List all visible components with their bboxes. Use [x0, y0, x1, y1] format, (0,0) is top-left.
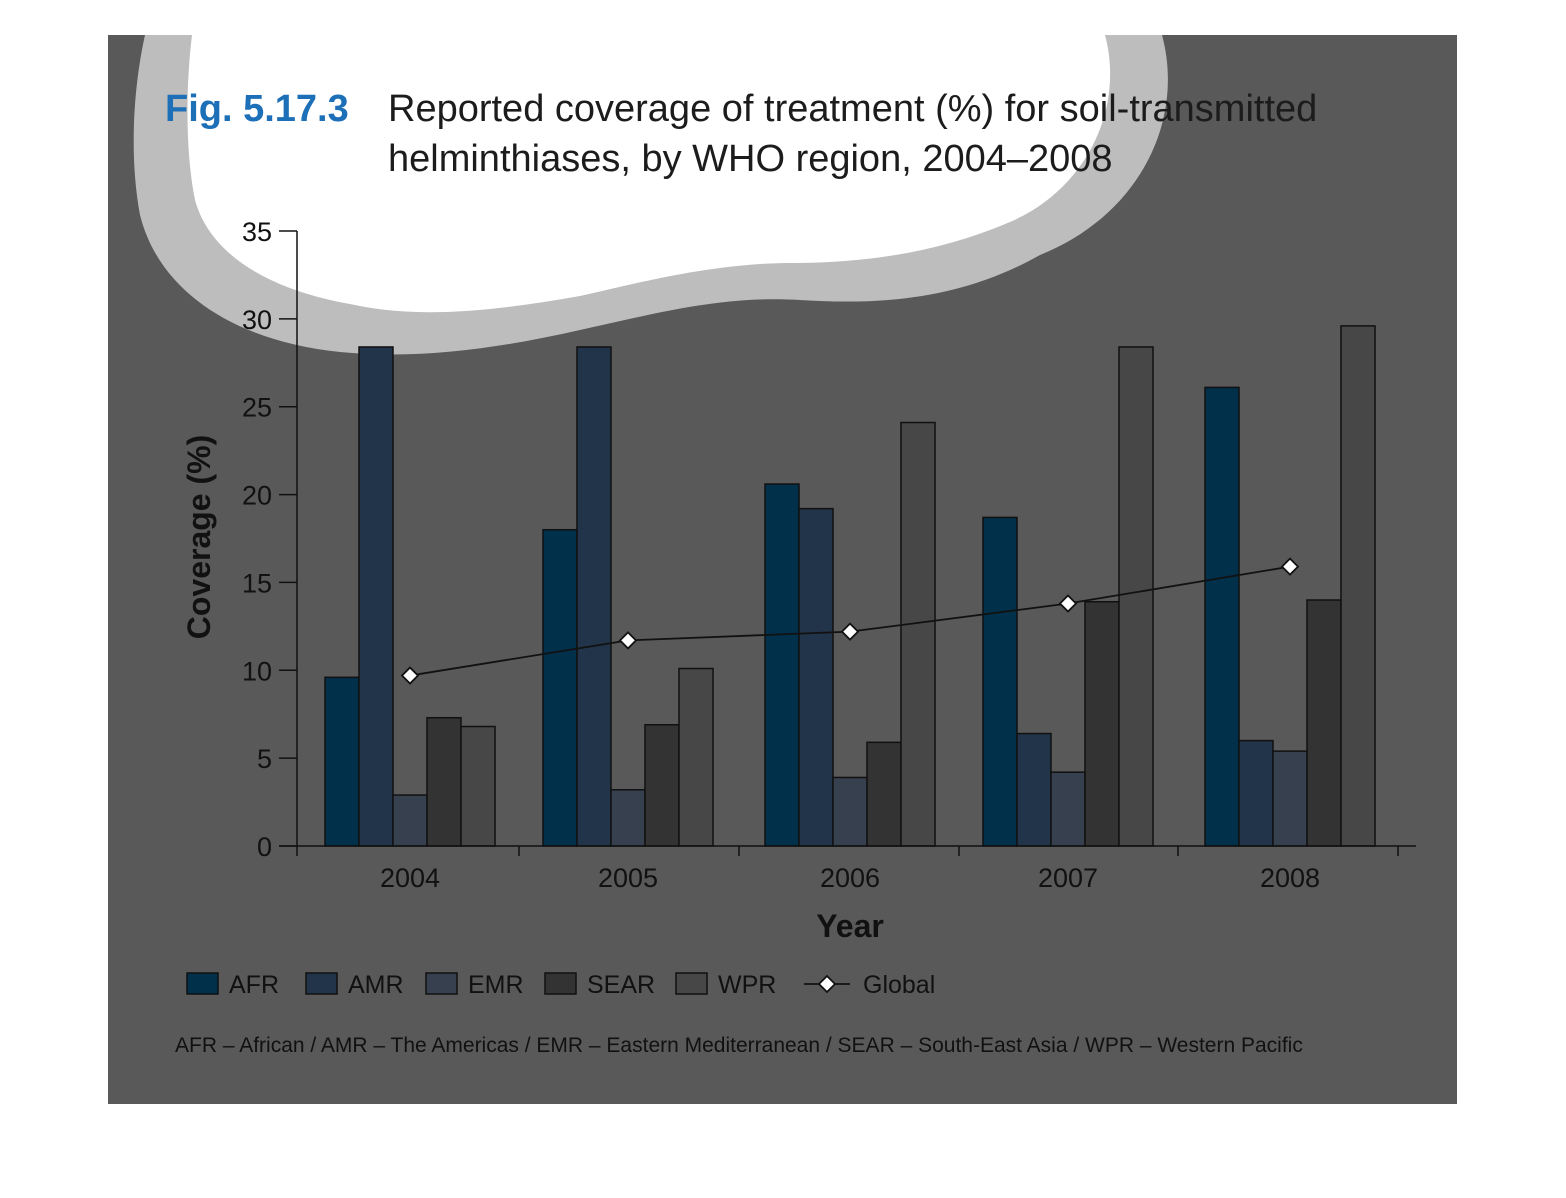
bar-amr-2004 — [358, 346, 394, 847]
x-tick-label: 2006 — [820, 863, 880, 893]
bar-emr-2004 — [392, 794, 428, 847]
legend-swatch-wpr — [675, 972, 708, 995]
bar-afr-2006 — [764, 483, 800, 847]
bar-sear-2004 — [426, 716, 462, 847]
bar-amr-2006 — [798, 507, 834, 847]
bar-amr-2008 — [1238, 739, 1274, 847]
bar-amr-2007 — [1016, 732, 1052, 847]
bar-sear-2005 — [644, 724, 680, 847]
bar-sear-2007 — [1084, 601, 1120, 847]
legend-label-amr: AMR — [348, 971, 404, 999]
bar-emr-2006 — [832, 776, 868, 847]
y-tick-label: 0 — [257, 832, 272, 862]
x-tick-label: 2004 — [380, 863, 440, 893]
x-tick-label: 2008 — [1260, 863, 1320, 893]
y-tick-label: 30 — [242, 305, 272, 335]
figure-number: Fig. 5.17.3 — [165, 88, 349, 130]
legend-swatch-sear — [544, 972, 577, 995]
bar-emr-2007 — [1050, 771, 1086, 847]
legend-label-sear: SEAR — [587, 971, 655, 999]
legend: AFR AMR EMR SEAR WPR Global — [186, 971, 935, 999]
marker-global-2007 — [1058, 594, 1078, 613]
footnote: AFR – African / AMR – The Americas / EMR… — [175, 1034, 1303, 1057]
marker-global-2005 — [618, 631, 638, 650]
legend-label-emr: EMR — [468, 971, 524, 999]
bar-wpr-2004 — [460, 725, 496, 847]
bar-amr-2005 — [576, 346, 612, 847]
cloud-overlay — [187, 35, 1111, 313]
x-tick-label: 2005 — [598, 863, 658, 893]
x-axis-title: Year — [816, 908, 884, 944]
marker-global-2004 — [400, 666, 420, 685]
legend-label-wpr: WPR — [718, 971, 776, 999]
legend-swatch-afr — [186, 972, 219, 995]
y-axis-title: Coverage (%) — [181, 435, 217, 640]
y-tick-label: 5 — [257, 744, 272, 774]
figure-title-line2: helminthiases, by WHO region, 2004–2008 — [388, 138, 1113, 180]
bar-emr-2005 — [610, 789, 646, 847]
bar-afr-2004 — [324, 676, 360, 847]
legend-label-global: Global — [863, 971, 935, 999]
bar-sear-2008 — [1306, 599, 1342, 847]
y-tick-label: 25 — [242, 393, 272, 423]
bar-sear-2006 — [866, 741, 902, 847]
legend-swatch-emr — [425, 972, 458, 995]
legend-label-afr: AFR — [229, 971, 279, 999]
bar-wpr-2006 — [900, 421, 936, 847]
bar-wpr-2005 — [678, 667, 714, 847]
bar-afr-2005 — [542, 528, 578, 847]
y-tick-label: 20 — [242, 481, 272, 511]
y-tick-label: 10 — [242, 656, 272, 686]
bar-wpr-2007 — [1118, 346, 1154, 847]
bar-emr-2008 — [1272, 750, 1308, 847]
marker-global-2006 — [840, 622, 860, 641]
marker-global-2008 — [1280, 557, 1300, 576]
y-tick-label: 15 — [242, 568, 272, 598]
figure-title-line1: Reported coverage of treatment (%) for s… — [388, 88, 1317, 130]
x-tick-label: 2007 — [1038, 863, 1098, 893]
bar-wpr-2008 — [1340, 325, 1376, 847]
plot-area: 0 5 10 15 20 25 30 35 2004 2005 2006 2007 2008 — [242, 217, 1416, 893]
legend-marker-global — [817, 974, 837, 994]
legend-swatch-amr — [305, 972, 338, 995]
y-tick-label: 35 — [242, 217, 272, 247]
bar-afr-2007 — [982, 516, 1018, 847]
bar-afr-2008 — [1204, 386, 1240, 847]
